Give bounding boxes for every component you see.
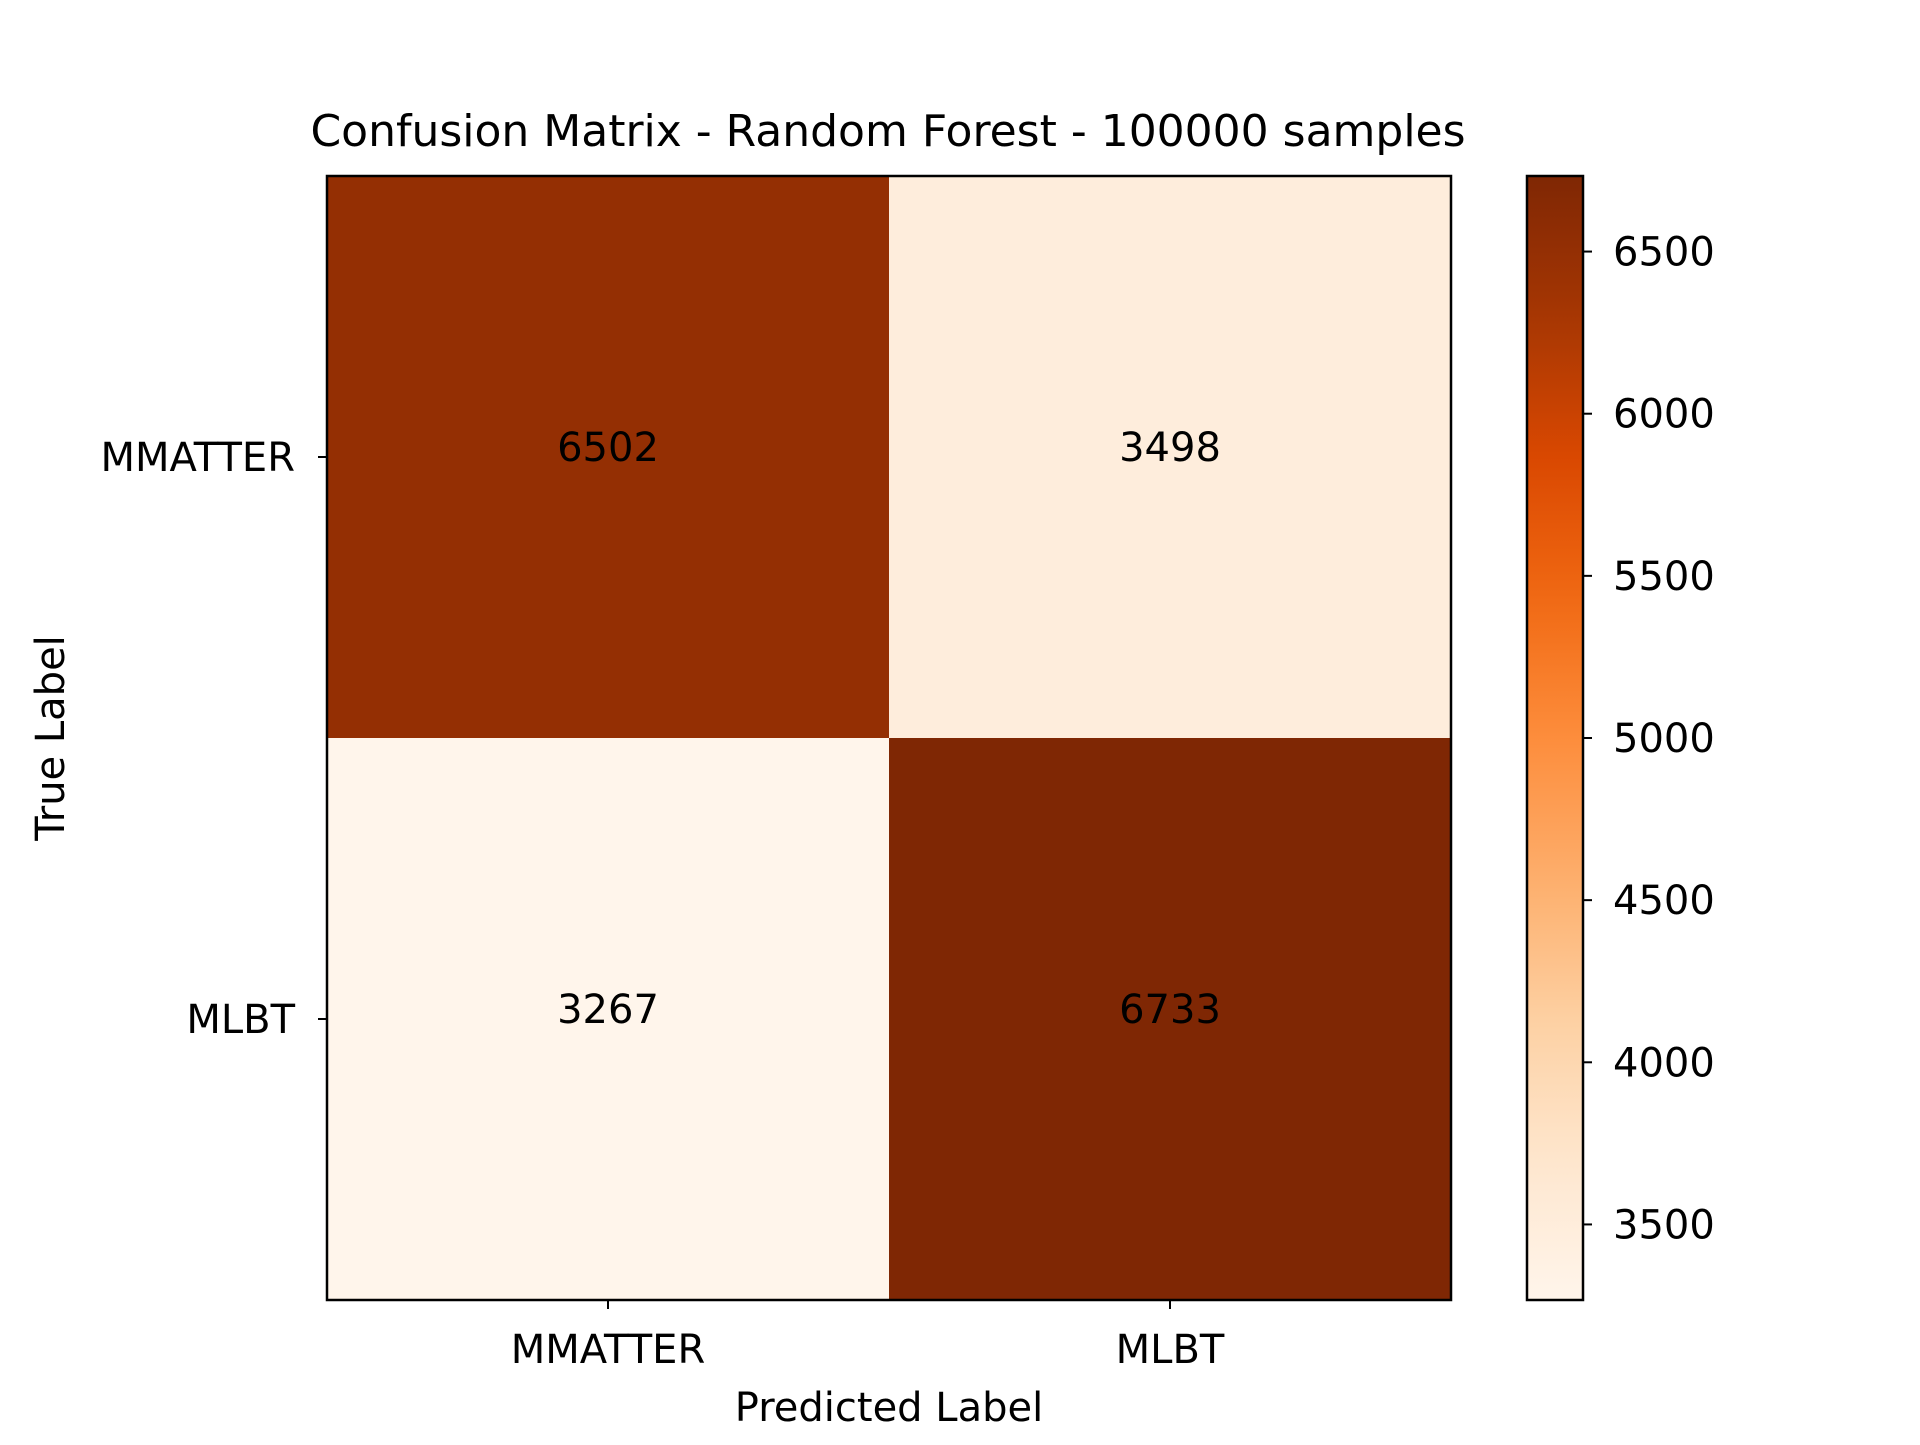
y-axis-label: True Label [28, 635, 74, 842]
y-tick-label: MMATTER [100, 435, 295, 481]
colorbar [1527, 176, 1583, 1300]
colorbar-tick-label: 6500 [1613, 230, 1715, 276]
cell-value-label: 6502 [557, 425, 659, 471]
heatmap-cell [327, 738, 890, 1301]
colorbar-tick-label: 3500 [1613, 1202, 1715, 1248]
cell-value-label: 3267 [557, 987, 659, 1033]
colorbar-ticks: 3500 4000 4500 5000 5500 6000 6500 [1583, 230, 1715, 1248]
heatmap-cell [889, 738, 1452, 1301]
x-tick-label: MLBT [1116, 1327, 1225, 1373]
y-axis-ticks: MMATTER MLBT [100, 435, 327, 1043]
cell-value-label: 3498 [1119, 425, 1221, 471]
colorbar-tick-label: 5500 [1613, 554, 1715, 600]
x-tick-label: MMATTER [511, 1327, 706, 1373]
plot-frame [325, 174, 1453, 1302]
chart-title: Confusion Matrix - Random Forest - 10000… [310, 106, 1465, 157]
colorbar-tick-label: 5000 [1613, 716, 1715, 762]
heatmap-cell [327, 176, 890, 739]
x-axis-label: Predicted Label [735, 1385, 1043, 1431]
heatmap-cells [327, 176, 1452, 1301]
heatmap-cell-labels: 6502 3498 3267 6733 [557, 425, 1221, 1033]
cell-value-label: 6733 [1119, 987, 1221, 1033]
heatmap-cell [889, 176, 1452, 739]
colorbar-tick-label: 6000 [1613, 392, 1715, 438]
y-tick-label: MLBT [186, 997, 295, 1043]
colorbar-tick-label: 4500 [1613, 878, 1715, 924]
colorbar-tick-label: 4000 [1613, 1040, 1715, 1086]
x-axis-ticks: MMATTER MLBT [511, 1300, 1225, 1373]
